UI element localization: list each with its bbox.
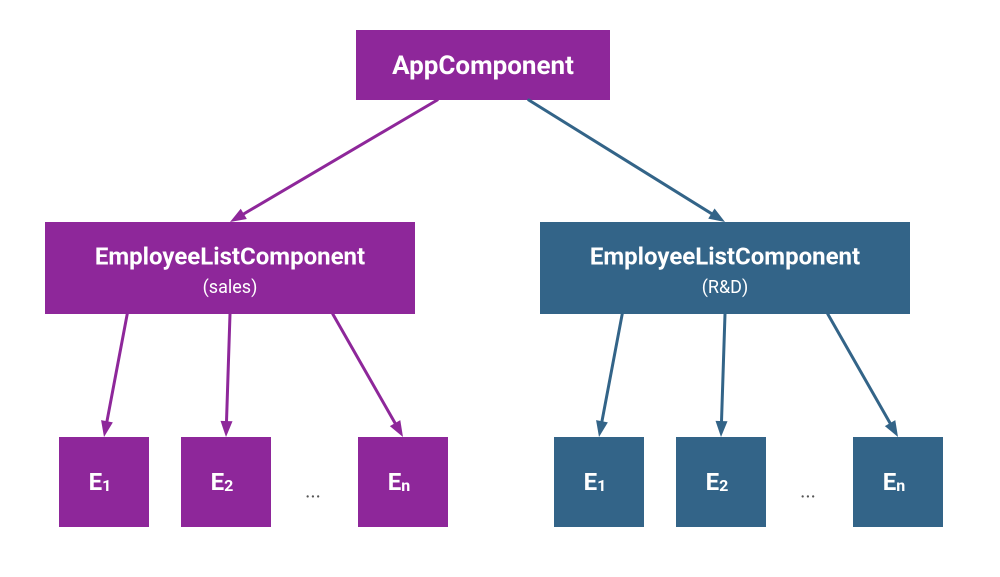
ellipsis-rnd: ... (800, 478, 816, 502)
branch-title-rnd: EmployeeListComponent (590, 242, 860, 270)
ellipsis-sales: ... (305, 478, 321, 502)
root-label: AppComponent (392, 51, 574, 81)
branch-title-sales: EmployeeListComponent (95, 242, 365, 270)
component-tree-diagram: AppComponent EmployeeListComponent (sales)… (0, 0, 1000, 577)
branch-subtitle-rnd: (R&D) (702, 277, 749, 298)
branch-subtitle-sales: (sales) (203, 277, 258, 298)
